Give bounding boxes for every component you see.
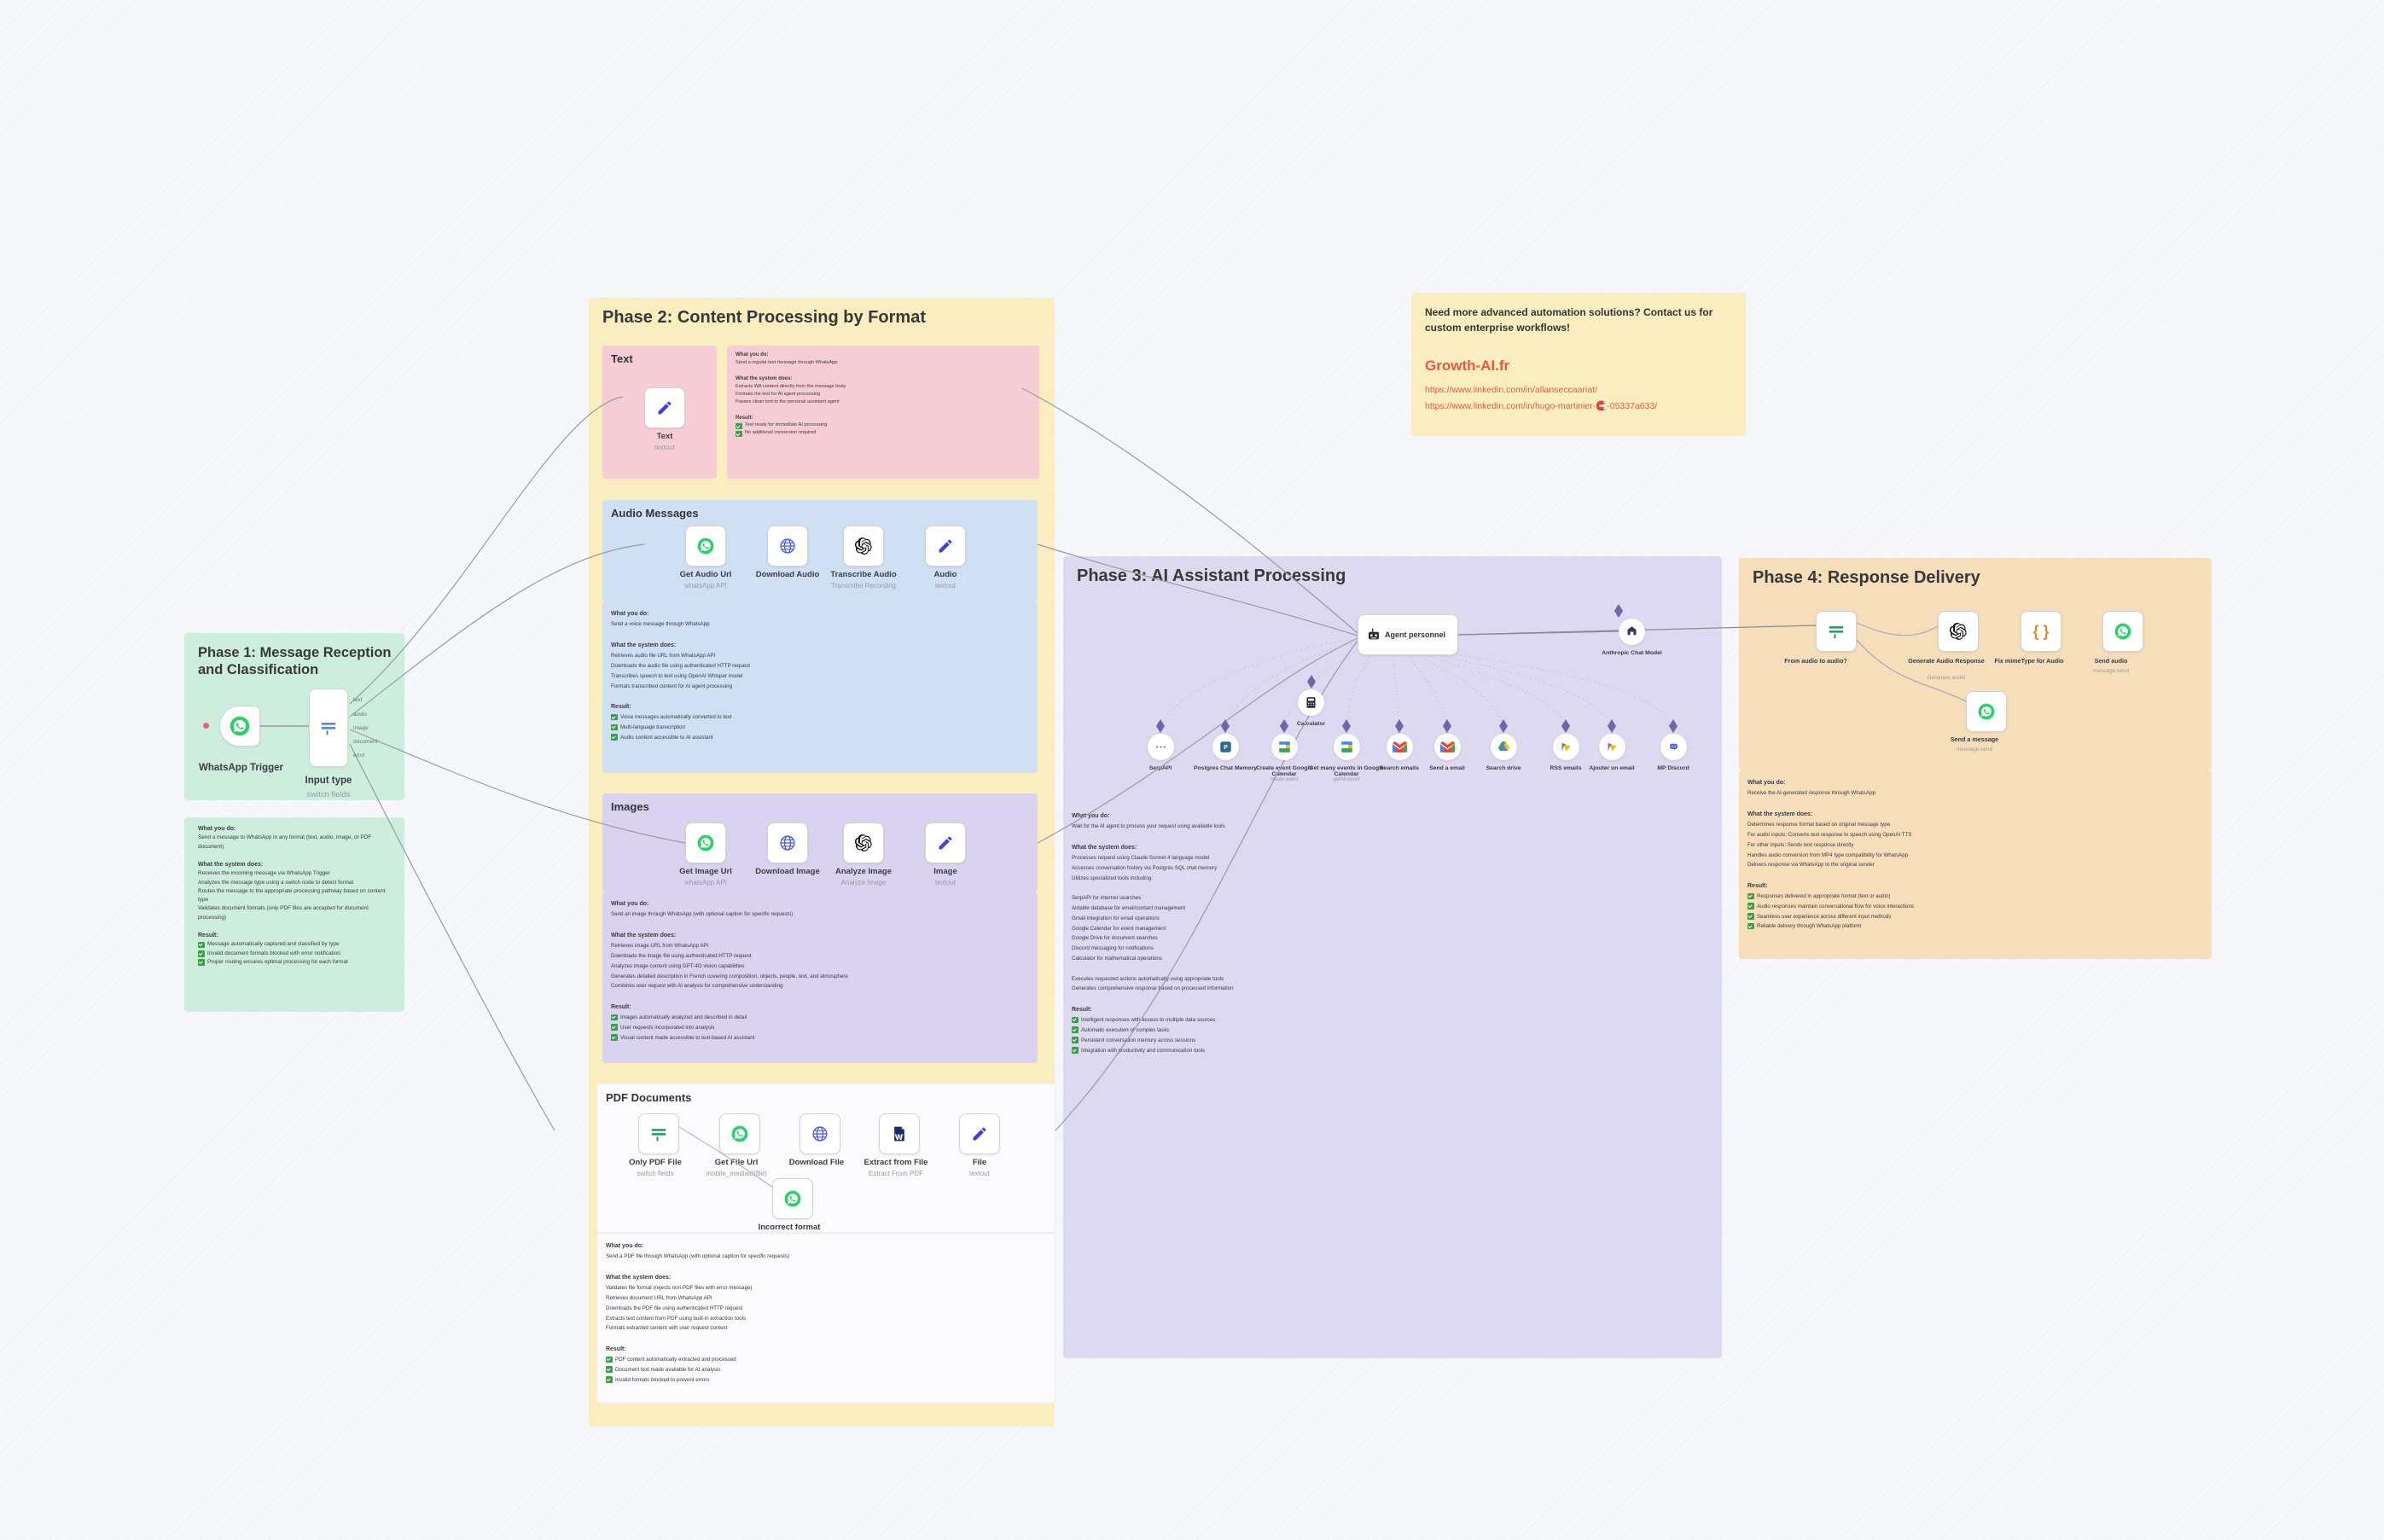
svg-text:P: P xyxy=(1224,745,1228,751)
